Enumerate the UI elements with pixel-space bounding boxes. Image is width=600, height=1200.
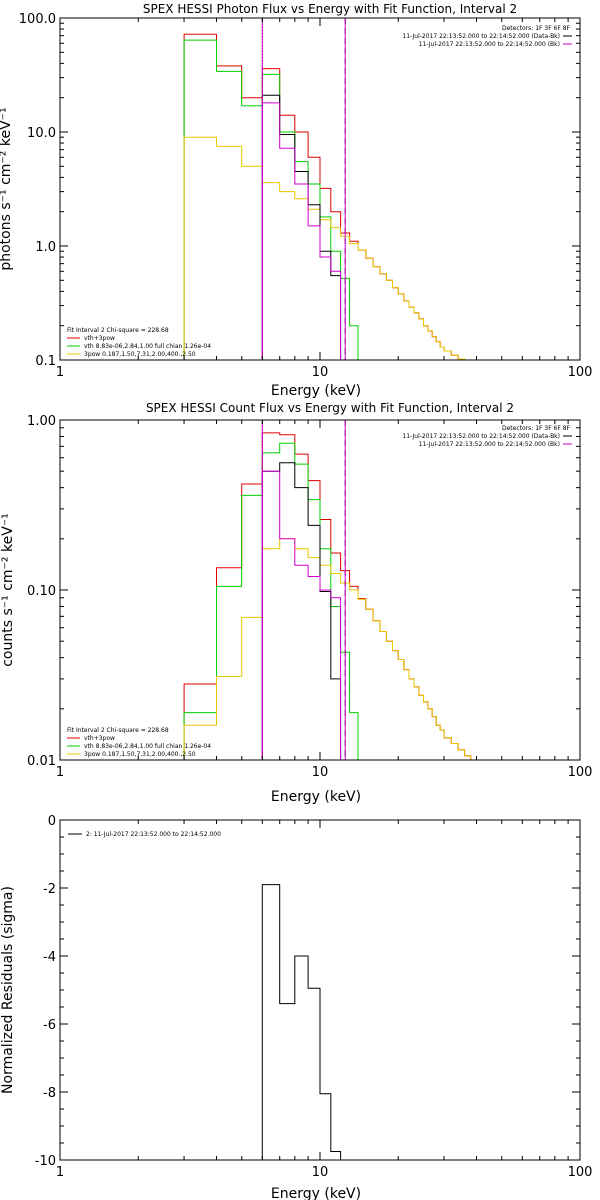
legend-entry-red: vth+3pow [84, 735, 115, 742]
info-line-bk: 11-Jul-2017 22:13:52.000 to 22:14:52.000… [419, 441, 560, 448]
x-tick-label: 100 [568, 365, 593, 380]
series-line-3 [261, 462, 342, 760]
panel-title: SPEX HESSI Photon Flux vs Energy with Fi… [143, 2, 517, 16]
detector-info: Detectors: 1F 3F 6F 8F 11-Jul-2017 22:13… [402, 425, 572, 448]
y-tick-label: -2 [43, 882, 56, 897]
x-axis-label: Energy (keV) [271, 789, 361, 805]
y-tick-label: -6 [43, 1018, 56, 1033]
legend-header: Fit Interval 2 Chi-square = 228.68 [67, 327, 169, 334]
detectors-text: Detectors: 1F 3F 6F 8F [502, 425, 571, 432]
panel-title: SPEX HESSI Count Flux vs Energy with Fit… [146, 401, 514, 415]
series-line-2 [183, 538, 502, 761]
y-tick-label: 10.0 [27, 126, 56, 141]
y-tick-label: 1.0 [35, 240, 56, 255]
x-tick-label: 100 [568, 1165, 593, 1180]
x-tick-label: 1 [56, 365, 64, 380]
legend-entry-red: vth+3pow [84, 335, 115, 342]
y-tick-label: -4 [43, 950, 56, 965]
detectors-text: Detectors: 1F 3F 6F 8F [502, 25, 571, 32]
x-axis-label: Energy (keV) [271, 1186, 361, 1200]
axes: 1 10 100 -10 -8 -6 -4 -2 0 [35, 814, 593, 1180]
y-tick-label: 0.10 [27, 584, 56, 599]
residuals-panel: 1 10 100 -10 -8 -6 -4 -2 0 Energy (keV) Normaliz… [0, 814, 592, 1200]
count-flux-panel: SPEX HESSI Count Flux vs Energy with Fit… [0, 401, 592, 805]
series-group [261, 884, 342, 1160]
photon-flux-panel: SPEX HESSI Photon Flux vs Energy with Fi… [0, 2, 592, 399]
legend-header: Fit Interval 2 Chi-square = 228.68 [67, 727, 169, 734]
y-tick-label: 1.00 [27, 414, 56, 429]
x-tick-label: 100 [568, 765, 593, 780]
axes: 1 10 100 0.1 1.0 10.0 100.0 [19, 12, 593, 380]
legend-entry-yellow: 3pow 0.187,1.50,7.31,2.00,400.,2.50 [84, 351, 196, 358]
y-tick-label: -10 [35, 1154, 56, 1169]
x-tick-label: 10 [312, 365, 329, 380]
y-axis-label: counts s⁻¹ cm⁻² keV⁻¹ [0, 513, 16, 667]
x-tick-label: 10 [312, 1165, 329, 1180]
x-axis-label: Energy (keV) [271, 383, 361, 399]
series-line-1 [183, 442, 366, 761]
info-line-data-bk: 11-Jul-2017 22:13:52.000 to 22:14:52.000… [402, 33, 560, 40]
y-axis-label: photons s⁻¹ cm⁻² keV⁻¹ [0, 107, 14, 270]
vertical-markers [261, 420, 346, 760]
series-line-0 [261, 884, 342, 1160]
axes: 1 10 100 0.01 0.10 1.00 [27, 414, 592, 780]
info-line-bk: 11-Jul-2017 22:13:52.000 to 22:14:52.000… [419, 41, 560, 48]
info-line-data-bk: 11-Jul-2017 22:13:52.000 to 22:14:52.000… [402, 433, 560, 440]
legend-entry-yellow: 3pow 0.187,1.50,7.31,2.00,400.,2.50 [84, 751, 196, 758]
y-tick-label: -8 [43, 1086, 56, 1101]
vertical-markers [261, 18, 346, 360]
series-line-1 [183, 39, 366, 361]
y-axis-label: Normalized Residuals (sigma) [0, 886, 16, 1094]
y-tick-label: 0.01 [27, 754, 56, 769]
y-tick-label: 0 [48, 814, 56, 829]
x-tick-label: 1 [56, 765, 64, 780]
fit-legend: Fit Interval 2 Chi-square = 228.68 vth+3… [67, 327, 211, 358]
detector-info: Detectors: 1F 3F 6F 8F 11-Jul-2017 22:13… [402, 25, 572, 48]
x-tick-label: 10 [312, 765, 329, 780]
y-tick-label: 100.0 [19, 12, 56, 27]
fit-legend: Fit Interval 2 Chi-square = 228.68 vth+3… [67, 727, 211, 758]
series-line-4 [261, 102, 342, 360]
legend-entry-green: vth 8.83e-06,2.84,1.00 full chian 1.26e-… [84, 743, 211, 750]
series-line-2 [183, 136, 488, 361]
residual-legend: 2: 11-Jul-2017 22:13:52.000 to 22:14:52.… [68, 831, 221, 838]
series-group [183, 33, 488, 361]
legend-entry-black: 2: 11-Jul-2017 22:13:52.000 to 22:14:52.… [86, 831, 221, 838]
legend-entry-green: vth 8.83e-06,2.84,1.00 full chian 1.26e-… [84, 343, 211, 350]
x-tick-label: 1 [56, 1165, 64, 1180]
series-line-4 [261, 470, 342, 760]
series-group [183, 432, 502, 761]
y-tick-label: 0.1 [35, 354, 56, 369]
